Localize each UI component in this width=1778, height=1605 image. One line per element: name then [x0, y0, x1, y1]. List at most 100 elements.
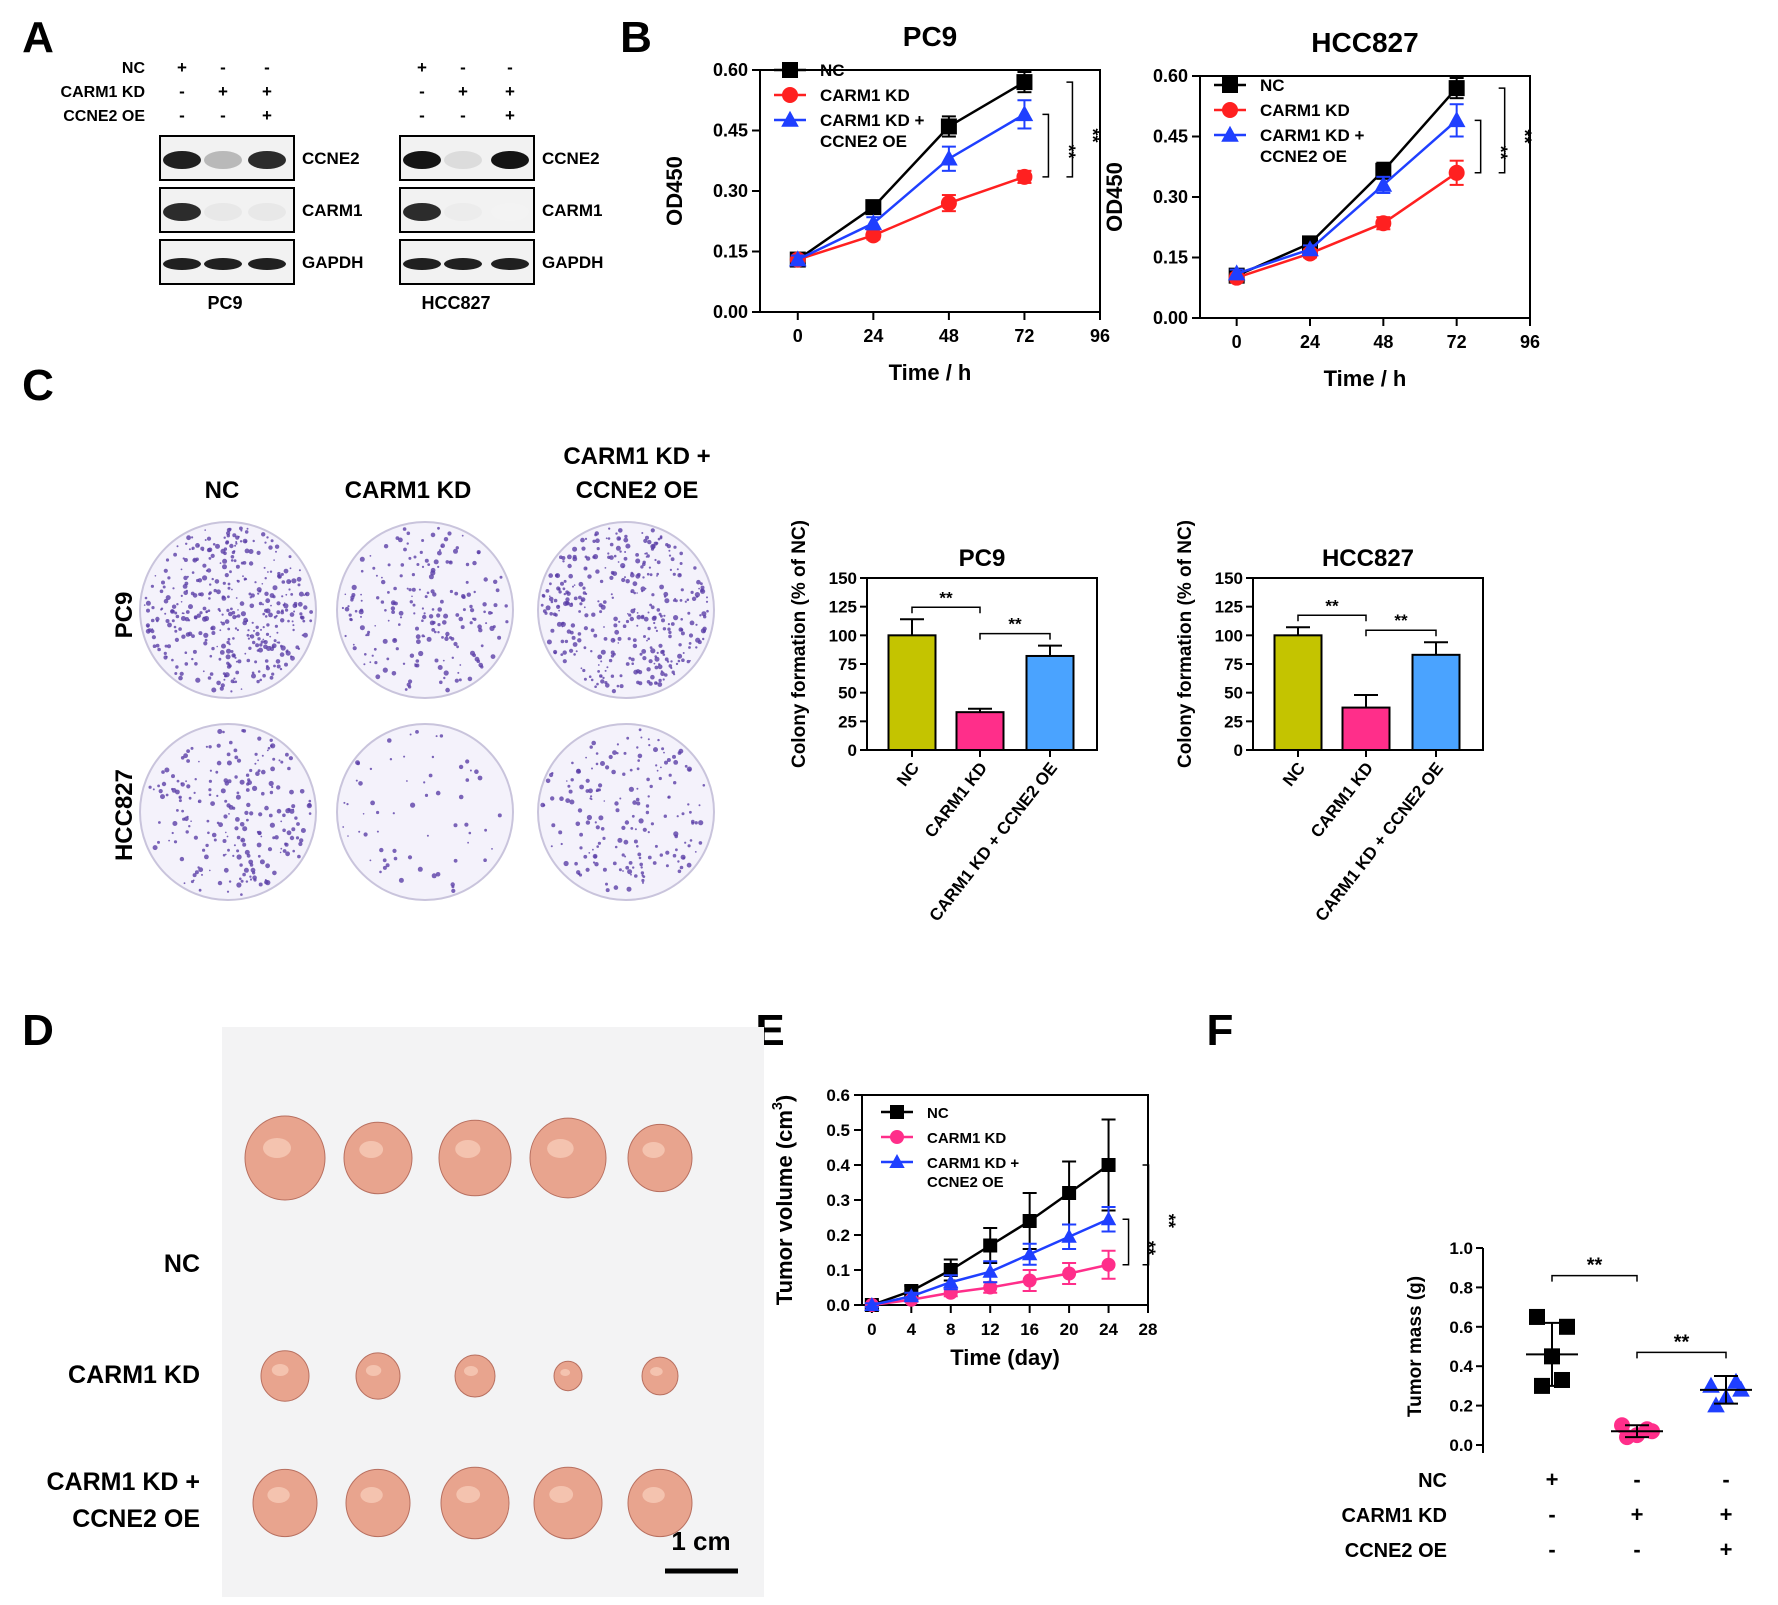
colony-dot: [678, 643, 682, 647]
colony-dot: [170, 609, 174, 613]
colony-dot: [197, 866, 200, 869]
colony-dot: [147, 628, 152, 633]
colony-dot: [403, 755, 406, 758]
colony-dot: [460, 625, 465, 630]
tumor: [260, 1350, 310, 1402]
colony-dot: [428, 574, 434, 580]
condition-sign: +: [262, 106, 272, 125]
colony-dot: [236, 835, 241, 840]
colony-dot: [579, 846, 583, 850]
colony-dot: [262, 673, 266, 678]
colony-dot: [666, 660, 670, 663]
colony-dot: [185, 632, 191, 637]
colony-dot: [206, 568, 212, 573]
colony-dot: [171, 831, 174, 835]
colony-dot: [443, 670, 449, 676]
blot-band: [204, 258, 242, 270]
colony-dot: [246, 633, 250, 637]
blot-band: [163, 203, 201, 221]
colony-dot: [651, 544, 656, 549]
colony-dot: [590, 628, 595, 633]
colony-dot: [220, 683, 225, 688]
colony-dot: [278, 759, 281, 762]
colony-dot: [565, 590, 569, 594]
cell-line-label: PC9: [207, 293, 242, 313]
condition-sign: +: [218, 82, 228, 101]
colony-dot: [458, 678, 462, 682]
x-tick-label: 24: [1099, 1320, 1118, 1339]
colony-dot: [590, 798, 593, 801]
colony-dot: [219, 686, 224, 691]
colony-dot: [161, 770, 165, 774]
colony-dot: [260, 835, 263, 838]
colony-dot: [163, 651, 167, 656]
colony-dot: [576, 870, 581, 875]
y-tick-label: 0.30: [1153, 187, 1188, 207]
colony-dot: [625, 865, 630, 870]
colony-dot: [183, 575, 188, 581]
colony-dot: [220, 621, 223, 624]
colony-dot: [178, 675, 183, 681]
colony-dot: [262, 638, 265, 641]
y-axis-label-part: Tumor volume (cm: [772, 1110, 797, 1305]
condition-sign: -: [220, 106, 226, 125]
colony-dot: [657, 537, 661, 541]
colony-dot: [454, 591, 459, 596]
colony-dot: [673, 781, 677, 785]
row-label: CARM1 KD: [68, 1361, 200, 1389]
colony-dot: [225, 831, 227, 834]
colony-dot: [283, 568, 289, 574]
colony-dot: [583, 566, 588, 571]
colony-dot: [344, 593, 347, 596]
colony-dot: [244, 530, 249, 534]
data-point: [1061, 1228, 1077, 1243]
blot-band: [163, 151, 201, 169]
y-axis-label-part: ): [772, 1095, 797, 1102]
x-tick-label: 72: [1447, 332, 1467, 352]
colony-dot: [653, 662, 656, 665]
colony-dot: [272, 585, 278, 591]
colony-dot: [625, 543, 631, 549]
colony-dot: [350, 618, 353, 622]
colony-dot: [649, 646, 653, 649]
significance-bracket: [1042, 113, 1050, 178]
colony-dot: [656, 572, 659, 576]
colony-dot: [439, 549, 441, 552]
y-tick-label: 0.2: [826, 1226, 850, 1245]
colony-dot: [160, 794, 165, 800]
colony-dot: [632, 866, 635, 869]
colony-dot: [643, 616, 649, 622]
colony-dot: [145, 600, 151, 606]
colony-dot: [164, 767, 170, 773]
colony-dot: [187, 619, 191, 622]
colony-dot: [398, 623, 401, 626]
colony-dot: [677, 869, 682, 874]
colony-dot: [691, 596, 697, 601]
colony-dot: [585, 756, 587, 759]
colony-dot: [208, 793, 212, 797]
colony-dot: [392, 848, 397, 854]
colony-dot: [262, 612, 266, 616]
colony-dot: [276, 631, 279, 634]
condition-sign: +: [1720, 1537, 1733, 1562]
colony-dot: [635, 573, 641, 579]
panel-label-B: B: [620, 13, 652, 62]
colony-dot: [459, 664, 462, 666]
colony-dot: [662, 653, 666, 656]
significance-bracket: [979, 632, 1051, 640]
colony-dot: [696, 579, 701, 585]
data-point: [864, 214, 883, 231]
colony-dot: [161, 580, 165, 585]
blot-band: [403, 151, 441, 169]
colony-dot: [625, 662, 630, 666]
panel-label-A: A: [22, 13, 54, 62]
colony-dot: [495, 588, 500, 593]
colony-dot: [421, 565, 425, 569]
colony-dot: [647, 855, 652, 860]
colony-dot: [556, 586, 561, 591]
colony-dot: [227, 637, 231, 641]
condition-sign: -: [220, 58, 226, 77]
colony-dot: [190, 746, 194, 750]
colony-dot: [251, 871, 256, 875]
colony-dot: [154, 575, 157, 577]
